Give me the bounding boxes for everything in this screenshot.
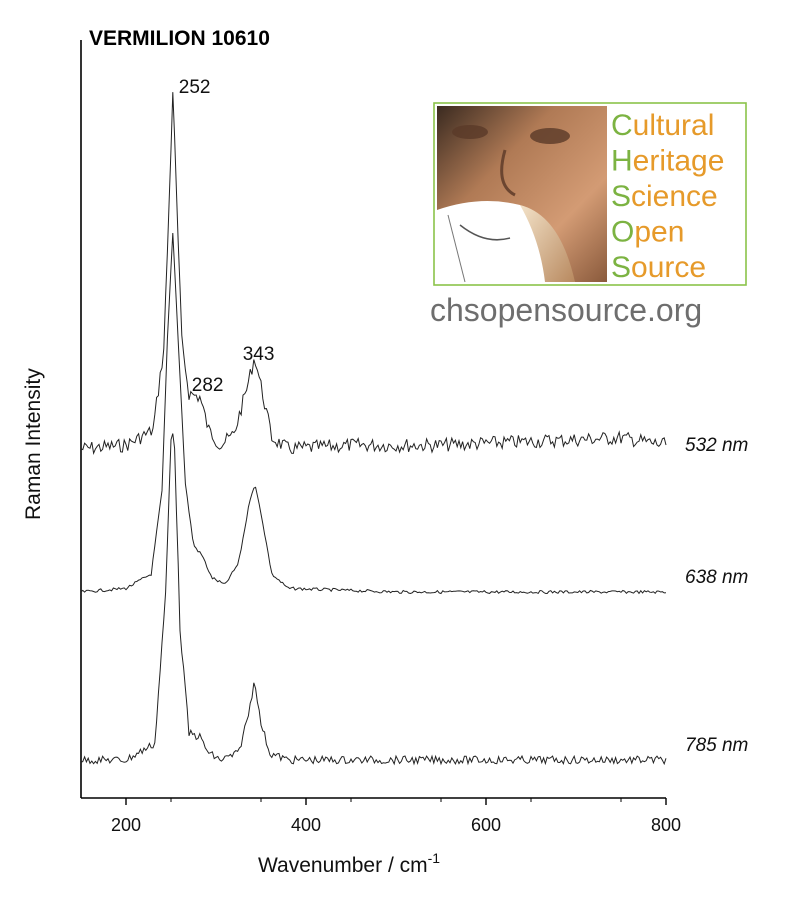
x-axis-title-superscript: -1 (428, 850, 441, 866)
series-label: 785 nm (685, 735, 748, 756)
logo-word: Heritage (611, 145, 724, 178)
peak-label: 252 (179, 77, 211, 98)
portrait-image (437, 106, 607, 283)
peak-labels: 252 282 343 (179, 77, 275, 396)
logo-word: Cultural (611, 109, 714, 142)
chart-title: VERMILION 10610 (89, 27, 270, 50)
x-tick-label: 600 (471, 815, 501, 835)
x-tick-label: 800 (651, 815, 681, 835)
x-ticks (125, 798, 667, 805)
logo-url: chsopensource.org (430, 292, 702, 328)
x-tick-labels: 200 400 600 800 (111, 815, 681, 835)
logo-word-initial: H (611, 145, 633, 178)
series-line-785-nm (80, 433, 667, 766)
logo-word-rest: pen (634, 216, 684, 249)
logo-word: Open (611, 216, 684, 249)
logo-word-initial: S (611, 251, 631, 284)
logo-word-rest: eritage (633, 145, 725, 178)
peak-label: 343 (243, 344, 275, 365)
logo-word-rest: ource (631, 251, 706, 284)
series-line-638-nm (80, 232, 667, 595)
logo-word-rest: ultural (633, 109, 715, 142)
y-axis-title: Raman Intensity (22, 368, 45, 520)
series-lines (80, 92, 667, 766)
logo-word-initial: C (611, 109, 633, 142)
series-labels: 532 nm 638 nm 785 nm (685, 435, 748, 756)
logo-word-rest: cience (631, 180, 718, 213)
logo-word: Source (611, 251, 706, 284)
logo-word-initial: O (611, 216, 634, 249)
x-axis-title: Wavenumber / cm-1 (258, 850, 440, 877)
series-label: 638 nm (685, 567, 748, 588)
x-tick-label: 400 (291, 815, 321, 835)
logo-word-initial: S (611, 180, 631, 213)
series-label: 532 nm (685, 435, 748, 456)
x-tick-label: 200 (111, 815, 141, 835)
peak-label: 282 (192, 375, 224, 396)
logo-word: Science (611, 180, 718, 213)
series-line-532-nm (80, 92, 667, 455)
